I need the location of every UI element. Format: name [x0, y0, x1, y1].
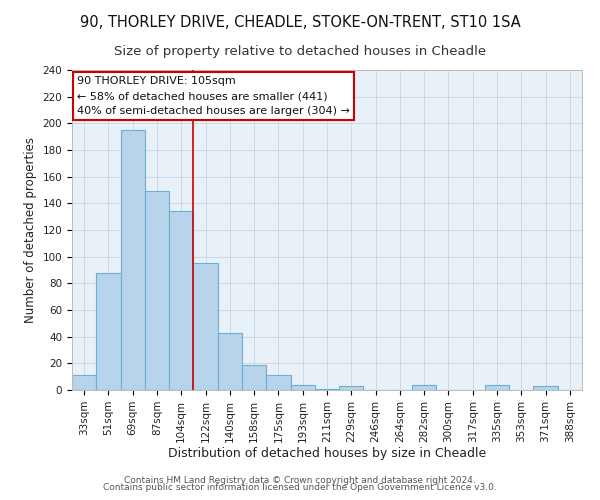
- X-axis label: Distribution of detached houses by size in Cheadle: Distribution of detached houses by size …: [168, 448, 486, 460]
- Bar: [218, 332, 242, 390]
- Bar: [485, 384, 509, 390]
- Text: Contains HM Land Registry data © Crown copyright and database right 2024.: Contains HM Land Registry data © Crown c…: [124, 476, 476, 485]
- Bar: [96, 272, 121, 390]
- Bar: [412, 384, 436, 390]
- Bar: [242, 364, 266, 390]
- Bar: [145, 192, 169, 390]
- Y-axis label: Number of detached properties: Number of detached properties: [24, 137, 37, 323]
- Bar: [121, 130, 145, 390]
- Bar: [72, 376, 96, 390]
- Bar: [169, 212, 193, 390]
- Bar: [339, 386, 364, 390]
- Text: Contains public sector information licensed under the Open Government Licence v3: Contains public sector information licen…: [103, 484, 497, 492]
- Text: 90 THORLEY DRIVE: 105sqm
← 58% of detached houses are smaller (441)
40% of semi-: 90 THORLEY DRIVE: 105sqm ← 58% of detach…: [77, 76, 350, 116]
- Bar: [290, 384, 315, 390]
- Text: Size of property relative to detached houses in Cheadle: Size of property relative to detached ho…: [114, 45, 486, 58]
- Bar: [266, 376, 290, 390]
- Text: 90, THORLEY DRIVE, CHEADLE, STOKE-ON-TRENT, ST10 1SA: 90, THORLEY DRIVE, CHEADLE, STOKE-ON-TRE…: [80, 15, 520, 30]
- Bar: [193, 264, 218, 390]
- Bar: [315, 388, 339, 390]
- Bar: [533, 386, 558, 390]
